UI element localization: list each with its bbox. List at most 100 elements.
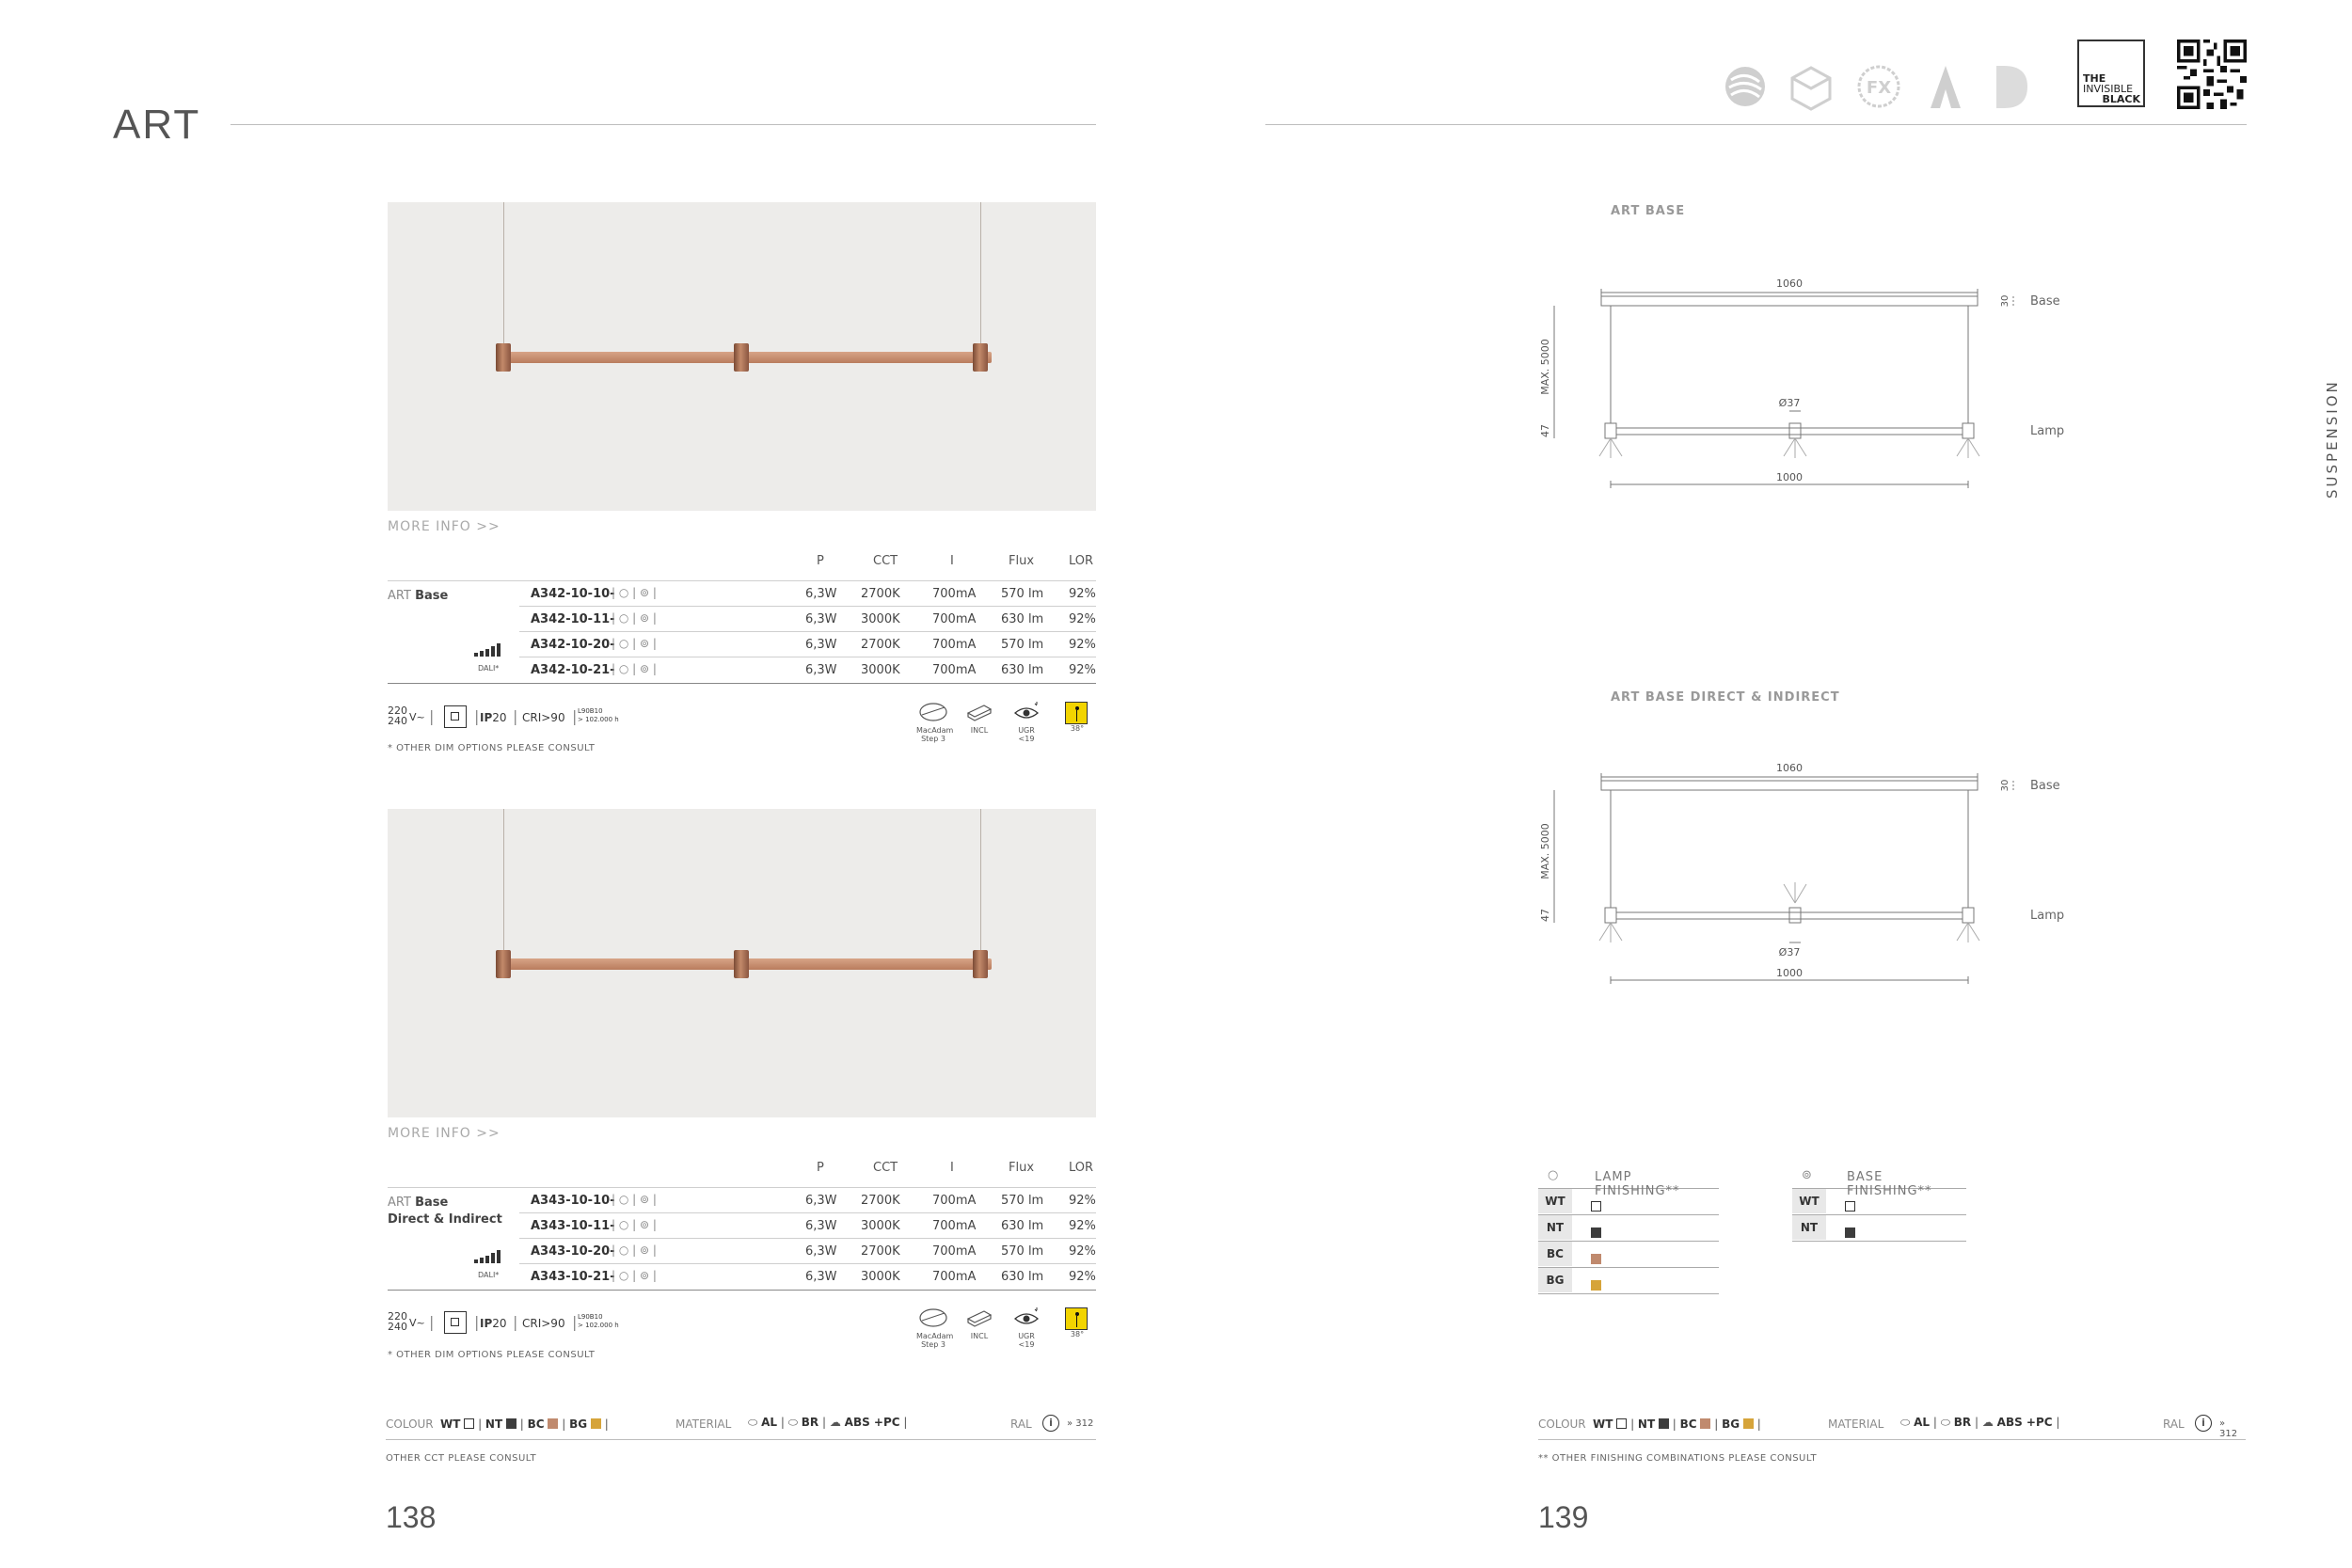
lamp-finishing-table: ○ LAMP FINISHING** WT NT BC BG [1538, 1166, 1719, 1294]
base-finish-icon: ⊚ [1802, 1168, 1812, 1182]
dim-note-1: * OTHER DIM OPTIONS PLEASE CONSULT [388, 743, 596, 753]
width-top-label: 1060 [1776, 762, 1803, 774]
page-title: ART [113, 102, 201, 148]
dali-label: DALI* [478, 1271, 500, 1279]
drawing-title-2: ART BASE DIRECT & INDIRECT [1611, 690, 1840, 705]
lamp-label: Lamp [2030, 424, 2064, 438]
qr-code-icon[interactable] [2177, 40, 2247, 109]
base-finishing-table: ⊚ BASE FINISHING** WT NT [1792, 1166, 1966, 1242]
lamp-finish-icon: ○ [1548, 1168, 1559, 1182]
table-row[interactable]: A343-10-11- | ○ | ⊚ | 6,3W 3000K 700mA 630 … [519, 1213, 1096, 1239]
tech-specs-2: 220 240 V~ | | IP20 | CRI>90 | L90B10 > 10… [388, 1304, 1096, 1351]
invisible-black-logo: THE INVISIBLE BLACK [2077, 40, 2145, 107]
lamp-finish-row[interactable]: WT [1538, 1189, 1719, 1215]
swatch [1591, 1201, 1601, 1212]
footer-left: COLOUR WT | NT | BC | BG | MATERIAL ⬭ AL… [386, 1415, 1094, 1432]
info-icon[interactable]: i [1042, 1415, 1059, 1432]
swatch [1591, 1254, 1601, 1264]
width-top-label: 1060 [1776, 277, 1803, 290]
lamp-finishing-title: LAMP FINISHING** [1595, 1170, 1680, 1198]
left-note: OTHER CCT PLEASE CONSULT [386, 1453, 537, 1464]
dali-label: DALI* [478, 664, 500, 673]
table-row[interactable]: A343-10-21- | ○ | ⊚ | 6,3W 3000K 700mA 630 … [531, 1269, 1096, 1284]
base-finish-row[interactable]: NT [1792, 1215, 1966, 1242]
tech-specs-1: 220 240 V~ | | IP20 | CRI>90 | L90B10 > 10… [388, 698, 1096, 745]
info-icon[interactable]: i [2195, 1415, 2212, 1432]
base-height-label: 30 [2000, 780, 2010, 792]
product-name-line-2: Direct & Indirect [388, 1212, 502, 1227]
product-photo-2[interactable] [388, 809, 1096, 1117]
reddot-icon [1725, 67, 1765, 106]
lamp-height-label: 47 [1539, 909, 1551, 922]
lamp-finish-row[interactable]: NT [1538, 1215, 1719, 1242]
height-label: MAX. 5000 [1539, 823, 1551, 879]
logo-line-3: BLACK [2102, 93, 2140, 105]
table-row[interactable]: A342-10-20- | ○ | ⊚ | 6,3W 2700K 700mA 570 … [519, 632, 1096, 657]
lamp-finish-row[interactable]: BC [1538, 1242, 1719, 1268]
base-finishing-title: BASE FINISHING** [1847, 1170, 1932, 1198]
col-i: I [950, 554, 954, 568]
width-bottom-label: 1000 [1776, 967, 1803, 979]
base-finish-row[interactable]: WT [1792, 1189, 1966, 1215]
incl-icon: INCL [965, 702, 993, 735]
table-row[interactable]: A342-10-10- | ○ | ⊚ | 6,3W 2700K 700mA 570 … [519, 581, 1096, 607]
lamp-head-center [734, 343, 749, 372]
lamp-head-center [734, 950, 749, 978]
spec-table-1: P CCT I Flux LOR ART Base DALI* A342-10-… [388, 550, 1096, 684]
dali-icon [474, 643, 501, 660]
more-info-link[interactable]: MORE INFO >> [388, 1126, 501, 1141]
col-lor: LOR [1069, 554, 1094, 568]
col-lor: LOR [1069, 1161, 1094, 1175]
col-flux: Flux [1009, 554, 1035, 568]
ugr-icon: UGR <19 [1010, 702, 1042, 743]
page-number-right: 139 [1538, 1500, 1589, 1534]
col-p: P [817, 1161, 824, 1175]
swatch [1591, 1280, 1601, 1291]
class-icon [444, 1311, 467, 1334]
lamp-label: Lamp [2030, 909, 2064, 923]
header-rule-right [1265, 124, 2247, 125]
beam-angle-icon: 38° [1065, 702, 1089, 733]
lamp-height-label: 47 [1539, 424, 1551, 437]
more-info-link[interactable]: MORE INFO >> [388, 519, 501, 534]
incl-icon: INCL [965, 1307, 993, 1340]
product-name: ART Base [388, 1196, 449, 1210]
table-row[interactable]: A342-10-21- | ○ | ⊚ | 6,3W 3000K 700mA 630 … [531, 662, 1096, 677]
macadam-icon: MacAdam Step 3 [916, 702, 953, 743]
technical-drawing-2: 1060 1000 Ø37 MAX. 5000 47 30 Base Lamp [1524, 734, 2070, 988]
swatch [1591, 1227, 1601, 1238]
logo-line-2: INVISIBLE [2083, 83, 2134, 95]
svg-text:FX: FX [1867, 78, 1891, 98]
technical-drawing-1: 1060 1000 Ø37 MAX. 5000 47 30 Base Lamp [1524, 249, 2070, 503]
a-logo-icon [1931, 66, 1961, 108]
table-row[interactable]: A342-10-11- | ○ | ⊚ | 6,3W 3000K 700mA 630 … [519, 607, 1096, 632]
footer-right: COLOUR WT | NT | BC | BG | MATERIAL ⬭ AL… [1538, 1415, 2238, 1439]
macadam-icon: MacAdam Step 3 [916, 1307, 953, 1349]
table-row[interactable]: A343-10-20- | ○ | ⊚ | 6,3W 2700K 700mA 570 … [519, 1239, 1096, 1264]
col-flux: Flux [1009, 1161, 1035, 1175]
col-i: I [950, 1161, 954, 1175]
lamp-head-right [973, 950, 988, 978]
side-label: SUSPENSION [2324, 379, 2341, 499]
product-photo-1[interactable] [388, 202, 1096, 511]
height-label: MAX. 5000 [1539, 339, 1551, 395]
fx-icon: FX [1857, 65, 1900, 108]
d-logo-icon [1996, 66, 2027, 108]
spec-rows-2: A343-10-10- | ○ | ⊚ | 6,3W 2700K 700mA 570 … [519, 1188, 1096, 1290]
width-bottom-label: 1000 [1776, 471, 1803, 483]
beam-angle-icon: 38° [1065, 1307, 1089, 1338]
certification-logos: FX [1722, 61, 2032, 113]
page-number-left: 138 [386, 1500, 437, 1534]
col-cct: CCT [873, 1161, 898, 1175]
base-label: Base [2030, 294, 2060, 309]
lamp-finish-row[interactable]: BG [1538, 1268, 1719, 1294]
base-height-label: 30 [2000, 295, 2010, 308]
drawing-title-1: ART BASE [1611, 204, 1686, 218]
class-icon [444, 705, 467, 728]
right-note: ** OTHER FINISHING COMBINATIONS PLEASE C… [1538, 1453, 1818, 1464]
lamp-head-right [973, 343, 988, 372]
col-p: P [817, 554, 824, 568]
table-row[interactable]: A343-10-10- | ○ | ⊚ | 6,3W 2700K 700mA 570 … [519, 1188, 1096, 1213]
spec-table-2: P CCT I Flux LOR ART Base Direct & Indir… [388, 1157, 1096, 1291]
logo-line-1: THE [2083, 72, 2106, 85]
